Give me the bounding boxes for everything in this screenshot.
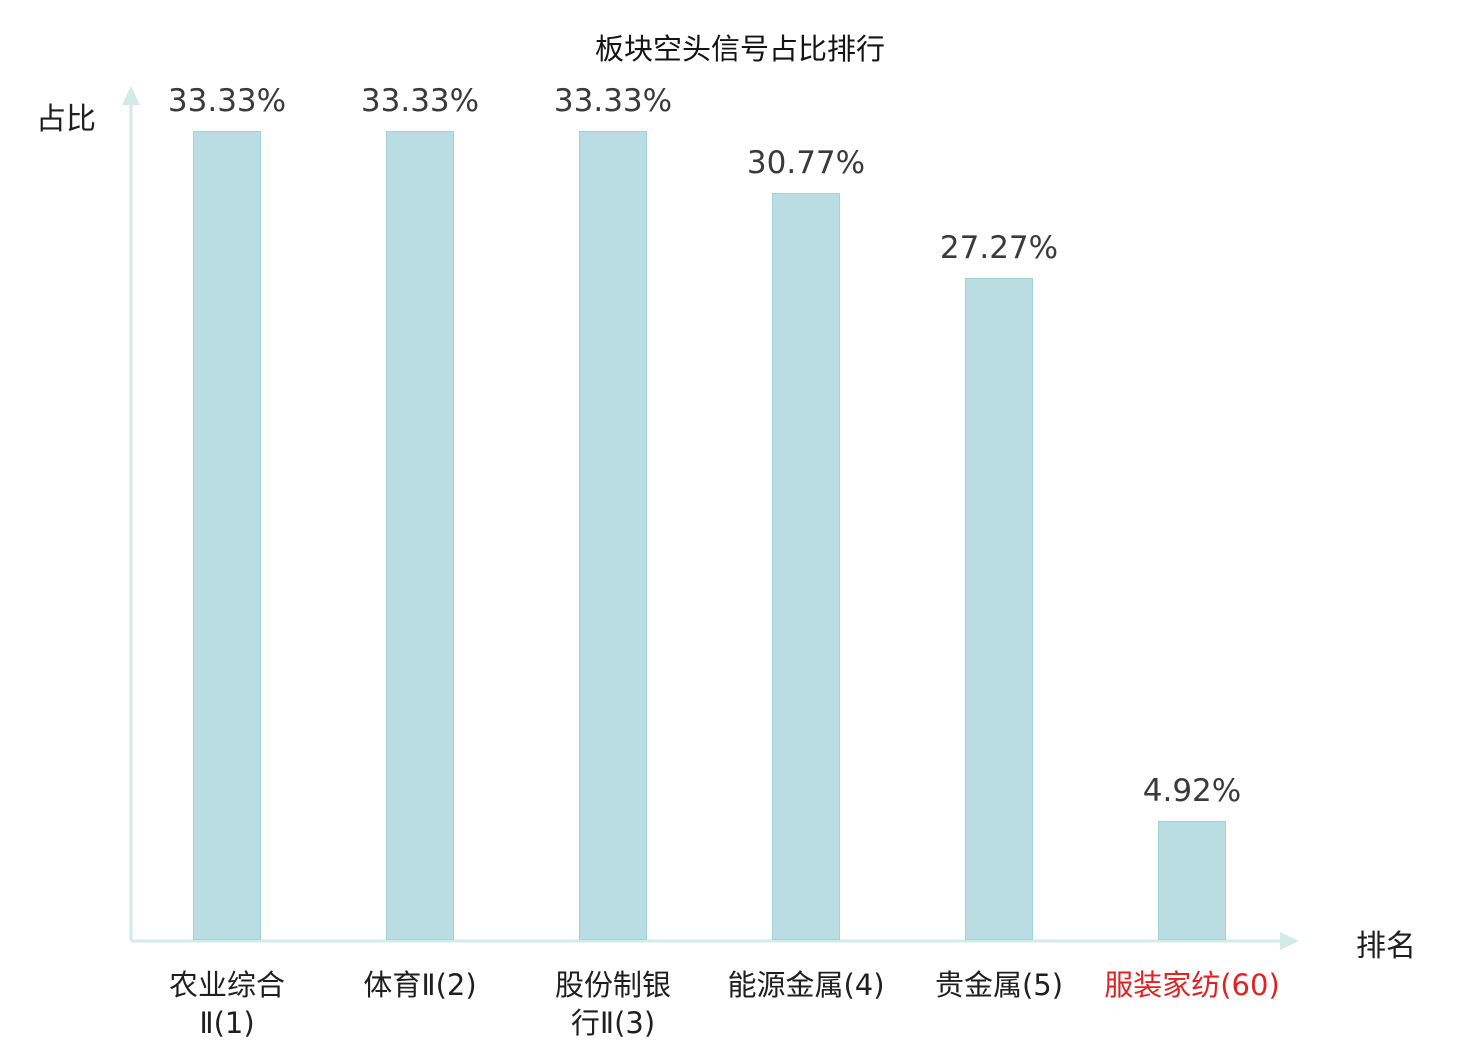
y-axis-label: 占比 bbox=[36, 102, 96, 137]
bar-value-label: 30.77% bbox=[746, 144, 866, 181]
chart-title: 板块空头信号占比排行 bbox=[594, 32, 885, 66]
category-label: 能源金属(4) bbox=[727, 968, 885, 1002]
category-label: 体育Ⅱ(2) bbox=[363, 968, 477, 1002]
category-label: 农业综合 Ⅱ(1) bbox=[168, 968, 285, 1040]
category-label: 服装家纺(60) bbox=[1104, 968, 1280, 1002]
bar-value-label: 33.33% bbox=[360, 82, 480, 119]
bar-value-label: 4.92% bbox=[1142, 772, 1242, 809]
category-label: 股份制银 行Ⅱ(3) bbox=[554, 968, 671, 1040]
bar-value-label: 33.33% bbox=[553, 82, 673, 119]
bar-value-label: 27.27% bbox=[939, 229, 1059, 266]
bar-5 bbox=[965, 277, 1033, 940]
bar-1 bbox=[193, 130, 261, 940]
x-axis-label: 排名 bbox=[1356, 929, 1416, 964]
bar-3 bbox=[579, 130, 647, 940]
bar-6 bbox=[1158, 820, 1226, 940]
y-axis-arrow-icon bbox=[122, 86, 140, 105]
x-axis-arrow-icon bbox=[1280, 932, 1299, 950]
bar-2 bbox=[386, 130, 454, 940]
category-label: 贵金属(5) bbox=[934, 968, 1064, 1002]
bar-4 bbox=[772, 192, 840, 940]
bar-value-label: 33.33% bbox=[167, 82, 287, 119]
